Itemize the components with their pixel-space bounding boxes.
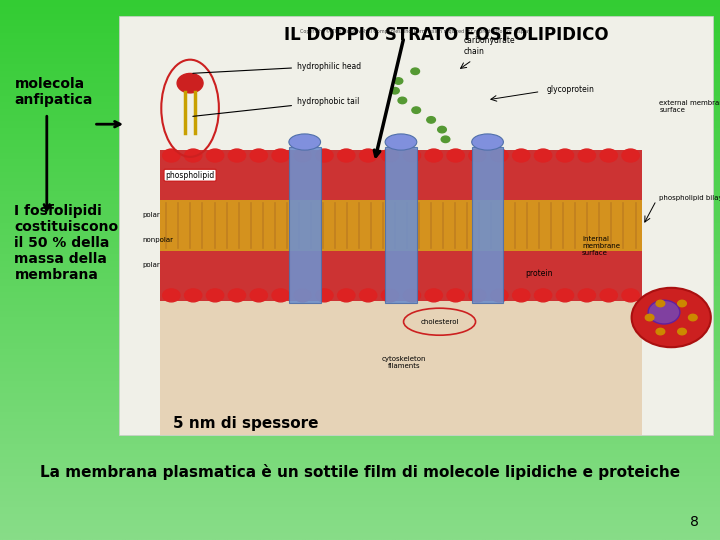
- Circle shape: [382, 149, 399, 162]
- Circle shape: [382, 289, 399, 302]
- Circle shape: [447, 289, 464, 302]
- Circle shape: [513, 289, 530, 302]
- Circle shape: [578, 149, 595, 162]
- Circle shape: [359, 289, 377, 302]
- Circle shape: [631, 288, 711, 347]
- Circle shape: [534, 149, 552, 162]
- Text: nonpolar: nonpolar: [143, 237, 174, 243]
- Circle shape: [425, 149, 442, 162]
- Text: 8: 8: [690, 515, 698, 529]
- Circle shape: [411, 68, 420, 75]
- Circle shape: [600, 149, 617, 162]
- Circle shape: [578, 289, 595, 302]
- Circle shape: [447, 149, 464, 162]
- Ellipse shape: [472, 134, 503, 150]
- Ellipse shape: [385, 134, 417, 150]
- Circle shape: [438, 126, 446, 133]
- Circle shape: [391, 87, 400, 94]
- Circle shape: [207, 289, 224, 302]
- Circle shape: [228, 289, 246, 302]
- Circle shape: [557, 289, 574, 302]
- Circle shape: [491, 149, 508, 162]
- Text: molecola
anfipatica: molecola anfipatica: [14, 77, 93, 107]
- Circle shape: [228, 149, 246, 162]
- Circle shape: [557, 149, 574, 162]
- Bar: [289, 147, 320, 303]
- Circle shape: [359, 149, 377, 162]
- Circle shape: [316, 149, 333, 162]
- Circle shape: [491, 289, 508, 302]
- Circle shape: [403, 149, 420, 162]
- Circle shape: [600, 289, 617, 302]
- Circle shape: [177, 73, 203, 93]
- Text: La membrana plasmatica è un sottile film di molecole lipidiche e proteiche: La membrana plasmatica è un sottile film…: [40, 464, 680, 481]
- Circle shape: [338, 149, 355, 162]
- Circle shape: [534, 289, 552, 302]
- Text: hydrophobic tail: hydrophobic tail: [193, 97, 359, 116]
- Text: external membrane
surface: external membrane surface: [660, 100, 720, 113]
- Text: protein: protein: [525, 269, 552, 278]
- Text: I fosfolipidi
costituiscono
il 50 % della
massa della
membrana: I fosfolipidi costituiscono il 50 % dell…: [14, 204, 119, 282]
- Bar: [161, 200, 642, 251]
- Text: carbohydrate
chain: carbohydrate chain: [464, 37, 515, 56]
- Circle shape: [425, 289, 442, 302]
- Bar: [161, 150, 642, 200]
- Text: cytoskeleton
filaments: cytoskeleton filaments: [382, 356, 426, 369]
- Circle shape: [513, 149, 530, 162]
- Circle shape: [678, 328, 686, 335]
- Circle shape: [207, 149, 224, 162]
- Text: Copyright © The McGraw-Hill Companies, Inc. Perm ission required for reproductio: Copyright © The McGraw-Hill Companies, I…: [300, 29, 532, 35]
- Circle shape: [656, 300, 665, 307]
- Circle shape: [648, 300, 680, 324]
- Circle shape: [316, 289, 333, 302]
- Text: cholesterol: cholesterol: [420, 319, 459, 325]
- Text: glycoprotein: glycoprotein: [546, 85, 594, 93]
- Text: polar: polar: [143, 262, 161, 268]
- Circle shape: [394, 78, 402, 84]
- Circle shape: [645, 314, 654, 321]
- Circle shape: [294, 149, 311, 162]
- Circle shape: [469, 289, 486, 302]
- Circle shape: [184, 149, 202, 162]
- Circle shape: [469, 149, 486, 162]
- Circle shape: [163, 149, 180, 162]
- Circle shape: [272, 149, 289, 162]
- Circle shape: [403, 289, 420, 302]
- Circle shape: [338, 289, 355, 302]
- Bar: [472, 147, 503, 303]
- Circle shape: [250, 289, 267, 302]
- Ellipse shape: [289, 134, 320, 150]
- Circle shape: [398, 97, 407, 104]
- Text: phospholipid: phospholipid: [166, 171, 215, 180]
- Text: internal
membrane
surface: internal membrane surface: [582, 236, 620, 256]
- Text: phospholipid bilayer: phospholipid bilayer: [660, 195, 720, 201]
- Circle shape: [622, 149, 639, 162]
- Circle shape: [441, 136, 450, 143]
- Text: 5 nm di spessore: 5 nm di spessore: [173, 416, 318, 431]
- Circle shape: [250, 149, 267, 162]
- Bar: [161, 301, 642, 435]
- Circle shape: [272, 289, 289, 302]
- Text: hydrophilic head: hydrophilic head: [193, 62, 361, 73]
- Circle shape: [163, 289, 180, 302]
- Circle shape: [678, 300, 686, 307]
- Circle shape: [656, 328, 665, 335]
- Bar: [385, 147, 417, 303]
- Circle shape: [184, 289, 202, 302]
- Bar: [161, 251, 642, 301]
- Circle shape: [294, 289, 311, 302]
- Bar: [119, 16, 713, 435]
- Text: polar: polar: [143, 212, 161, 218]
- Circle shape: [688, 314, 697, 321]
- Circle shape: [427, 117, 436, 123]
- Circle shape: [412, 107, 420, 113]
- Circle shape: [622, 289, 639, 302]
- Text: IL DOPPIO STRATO FOSFOLIPIDICO: IL DOPPIO STRATO FOSFOLIPIDICO: [284, 26, 608, 44]
